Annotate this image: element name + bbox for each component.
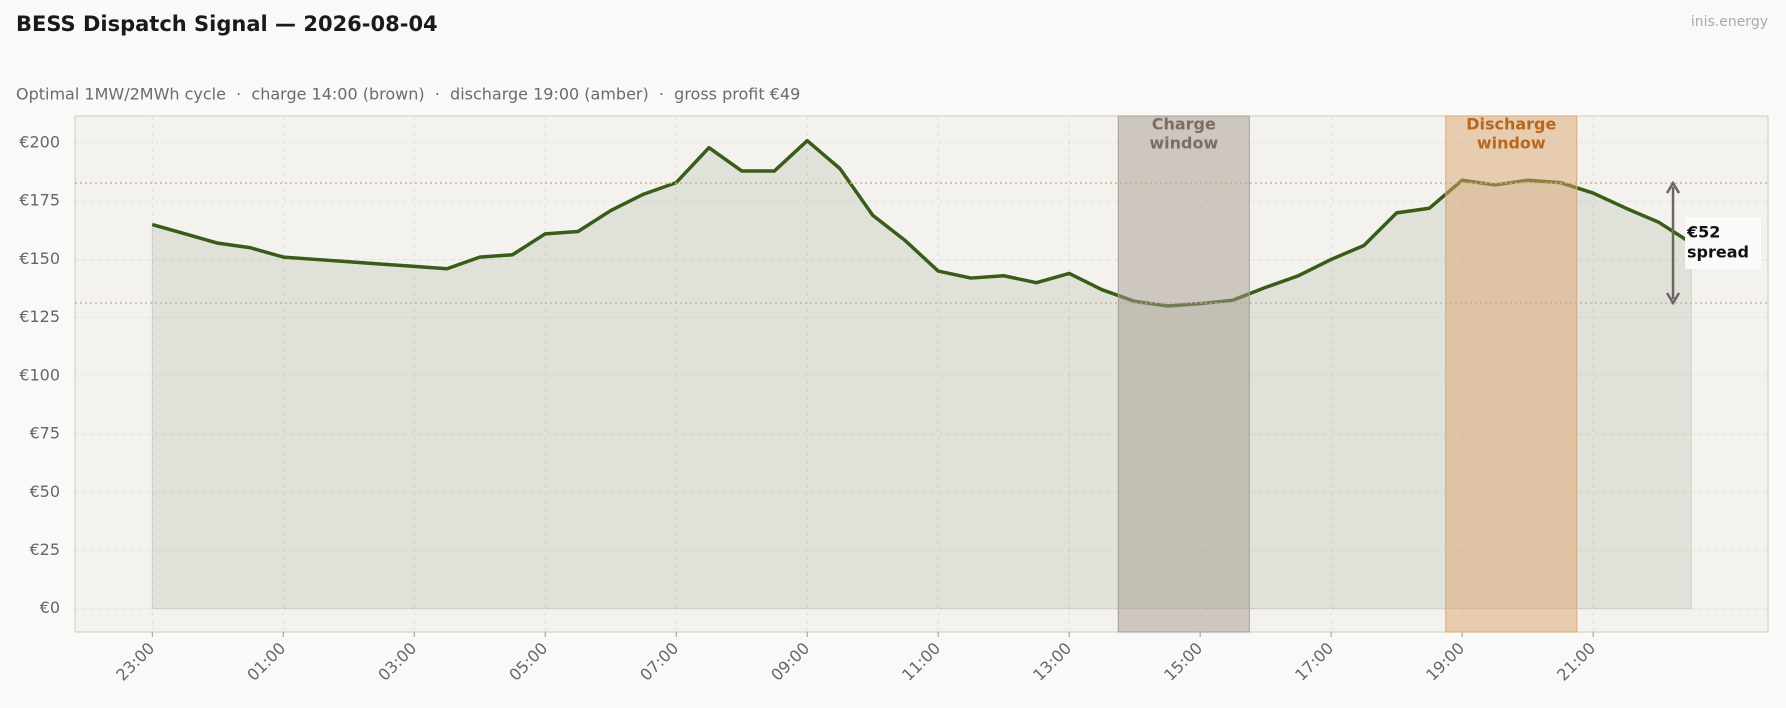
span-label: Charge: [1152, 115, 1216, 134]
span-label: Discharge: [1466, 115, 1556, 134]
x-tick-label: 23:00: [112, 639, 158, 685]
y-tick-label: €175: [19, 191, 60, 210]
span-label: window: [1477, 134, 1546, 153]
y-tick-label: €25: [29, 540, 60, 559]
x-tick-label: 03:00: [374, 639, 420, 685]
x-tick-label: 19:00: [1422, 639, 1468, 685]
arrow-head: [1665, 292, 1681, 306]
line: [151, 138, 1693, 308]
subtitle: Optimal 1MW/2MWh cycle · charge 14:00 (b…: [16, 85, 800, 104]
x-tick-label: 07:00: [636, 639, 682, 685]
x-tick-label: 01:00: [243, 639, 289, 685]
span-band: [1117, 115, 1250, 633]
y-tick-label: €50: [29, 482, 60, 501]
y-tick-label: €200: [19, 133, 60, 152]
span-band: [1445, 115, 1578, 633]
x-tick-label: 05:00: [505, 639, 551, 685]
y-tick-label: €150: [19, 249, 60, 268]
x-tick-label: 11:00: [898, 639, 944, 685]
y-tick-label: €0: [40, 598, 60, 617]
span-label: window: [1149, 134, 1218, 153]
y-tick-label: €125: [19, 307, 60, 326]
x-tick-label: 09:00: [767, 639, 813, 685]
arrow-head: [1665, 180, 1681, 194]
x-tick-label: 15:00: [1160, 639, 1206, 685]
spread-label: €52: [1686, 223, 1720, 242]
x-tick-label: 13:00: [1029, 639, 1075, 685]
y-tick-label: €100: [19, 365, 60, 384]
x-tick-label: 21:00: [1553, 639, 1599, 685]
y-tick-label: €75: [29, 424, 60, 443]
chart-title: BESS Dispatch Signal — 2026-08-04: [16, 12, 438, 36]
spread-label: spread: [1687, 243, 1749, 262]
x-tick-label: 17:00: [1291, 639, 1337, 685]
watermark: inis.energy: [1691, 14, 1768, 30]
spread-label-bg: [1685, 217, 1762, 270]
